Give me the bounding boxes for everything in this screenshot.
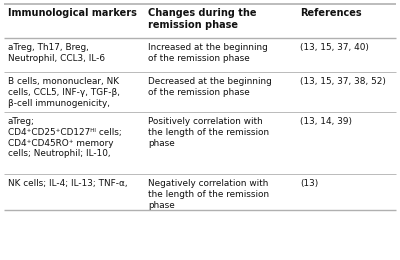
Text: B cells, mononuclear, NK
cells, CCL5, INF-γ, TGF-β,
β-cell immunogenicity,: B cells, mononuclear, NK cells, CCL5, IN… — [8, 77, 120, 107]
Text: Positively correlation with
the length of the remission
phase: Positively correlation with the length o… — [148, 117, 269, 147]
Text: NK cells; IL-4; IL-13; TNF-α,: NK cells; IL-4; IL-13; TNF-α, — [8, 179, 128, 188]
Text: References: References — [300, 8, 362, 18]
Text: Negatively correlation with
the length of the remission
phase: Negatively correlation with the length o… — [148, 179, 269, 210]
Text: (13, 15, 37, 38, 52): (13, 15, 37, 38, 52) — [300, 77, 386, 86]
Text: Decreased at the beginning
of the remission phase: Decreased at the beginning of the remiss… — [148, 77, 272, 97]
Text: aTreg, Th17, Breg,
Neutrophil, CCL3, IL-6: aTreg, Th17, Breg, Neutrophil, CCL3, IL-… — [8, 43, 105, 63]
Text: aTreg;
CD4⁺CD25⁺CD127ᴴᴵ cells;
CD4⁺CD45RO⁺ memory
cells; Neutrophil; IL-10,: aTreg; CD4⁺CD25⁺CD127ᴴᴵ cells; CD4⁺CD45R… — [8, 117, 122, 158]
Text: Changes during the
remission phase: Changes during the remission phase — [148, 8, 256, 30]
Text: (13): (13) — [300, 179, 318, 188]
Text: (13, 15, 37, 40): (13, 15, 37, 40) — [300, 43, 369, 52]
Text: Immunological markers: Immunological markers — [8, 8, 137, 18]
Text: (13, 14, 39): (13, 14, 39) — [300, 117, 352, 126]
Text: Increased at the beginning
of the remission phase: Increased at the beginning of the remiss… — [148, 43, 268, 63]
